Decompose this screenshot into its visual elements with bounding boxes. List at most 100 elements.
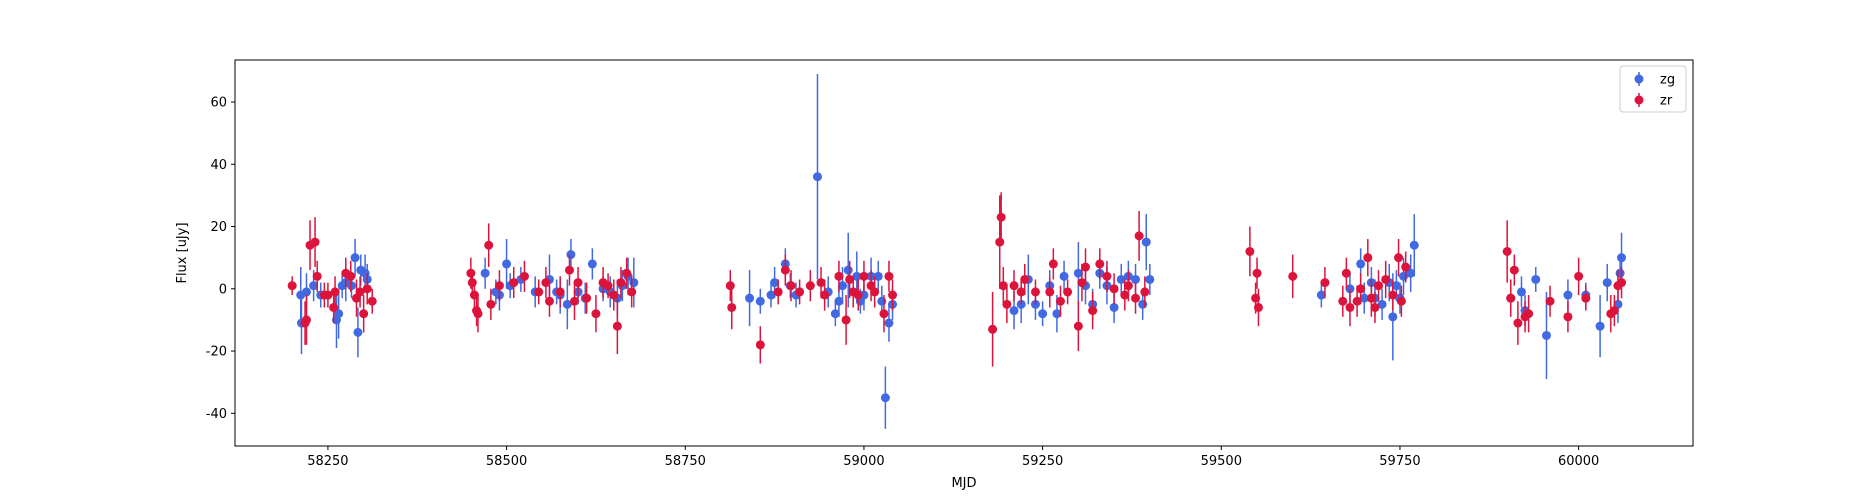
data-point xyxy=(329,302,339,312)
data-point xyxy=(998,281,1008,291)
data-point xyxy=(1073,268,1083,278)
data-point xyxy=(1377,299,1387,309)
legend-box xyxy=(1619,65,1687,113)
data-point xyxy=(587,259,597,269)
legend-marker xyxy=(1634,95,1644,105)
data-point xyxy=(1320,278,1330,288)
data-point xyxy=(859,271,869,281)
data-point xyxy=(555,287,565,297)
legend: zg zr xyxy=(1619,65,1687,113)
data-point xyxy=(480,268,490,278)
data-point xyxy=(766,290,776,300)
data-point xyxy=(534,287,544,297)
data-point xyxy=(838,281,847,291)
data-point xyxy=(780,265,790,275)
data-point xyxy=(1253,302,1263,312)
data-point xyxy=(1252,268,1262,278)
data-point xyxy=(564,265,574,275)
data-point xyxy=(591,309,601,319)
data-point xyxy=(622,268,632,278)
x-tick-label: 59000 xyxy=(843,454,884,469)
data-point xyxy=(1356,284,1366,294)
y-tick-label: 0 xyxy=(219,282,227,297)
series-layer xyxy=(287,74,1627,429)
legend-label: zg xyxy=(1660,73,1675,88)
data-point xyxy=(812,172,822,182)
data-point xyxy=(755,340,765,350)
data-point xyxy=(502,259,512,269)
data-point xyxy=(1391,281,1401,291)
data-point xyxy=(1109,302,1119,312)
data-point xyxy=(755,296,765,306)
data-point xyxy=(880,393,890,403)
data-point xyxy=(1388,290,1398,300)
data-point xyxy=(1401,262,1411,272)
data-point xyxy=(888,290,898,300)
data-point xyxy=(1541,330,1551,340)
data-point xyxy=(1381,274,1391,284)
y-tick-label: 20 xyxy=(210,220,227,235)
data-point xyxy=(323,290,333,300)
data-point xyxy=(287,281,297,291)
data-point xyxy=(1406,268,1416,278)
data-point xyxy=(1563,312,1573,322)
data-point xyxy=(609,290,619,300)
data-point xyxy=(1615,268,1625,278)
data-point xyxy=(1016,287,1026,297)
data-point xyxy=(509,278,519,288)
data-point xyxy=(569,296,579,306)
data-point xyxy=(1366,293,1376,303)
plot-area xyxy=(235,60,1693,446)
data-point xyxy=(853,290,863,300)
data-point xyxy=(1316,290,1326,300)
data-point xyxy=(1009,306,1019,316)
data-point xyxy=(566,250,576,260)
data-point xyxy=(1363,253,1373,263)
data-point xyxy=(353,327,363,337)
data-point xyxy=(830,309,840,319)
data-point xyxy=(805,281,815,291)
series-zr xyxy=(287,192,1627,367)
data-point xyxy=(629,278,639,288)
data-point xyxy=(544,296,554,306)
x-tick-label: 59500 xyxy=(1201,454,1242,469)
data-point xyxy=(1356,259,1366,269)
data-point xyxy=(1396,296,1406,306)
plot-frame xyxy=(234,59,1694,447)
data-point xyxy=(745,293,755,303)
y-tick-label: 60 xyxy=(210,96,227,111)
data-point xyxy=(1020,274,1030,284)
data-point xyxy=(1574,271,1584,281)
x-tick-label: 58250 xyxy=(307,454,348,469)
data-point xyxy=(1359,293,1369,303)
data-point xyxy=(820,290,830,300)
data-point xyxy=(879,309,889,319)
data-point xyxy=(770,278,780,288)
data-point xyxy=(1516,287,1526,297)
data-point xyxy=(1506,293,1516,303)
data-point xyxy=(1374,281,1384,291)
data-point xyxy=(1352,296,1362,306)
data-point xyxy=(795,287,805,297)
data-point xyxy=(350,253,360,263)
data-point xyxy=(870,287,880,297)
data-point xyxy=(834,271,844,281)
data-point xyxy=(1341,268,1351,278)
data-point xyxy=(1009,281,1019,291)
data-point xyxy=(1048,259,1058,269)
data-point xyxy=(1095,259,1105,269)
data-point xyxy=(1109,284,1119,294)
data-point xyxy=(884,318,894,328)
data-point xyxy=(1045,287,1055,297)
data-point xyxy=(1077,278,1087,288)
data-point xyxy=(467,278,477,288)
legend-marker xyxy=(1634,74,1644,84)
data-point xyxy=(346,271,356,281)
data-point xyxy=(1141,237,1151,247)
data-point xyxy=(773,287,783,297)
data-point xyxy=(834,296,844,306)
data-point xyxy=(786,281,796,291)
data-point xyxy=(1245,246,1255,256)
x-tick-label: 59750 xyxy=(1379,454,1420,469)
